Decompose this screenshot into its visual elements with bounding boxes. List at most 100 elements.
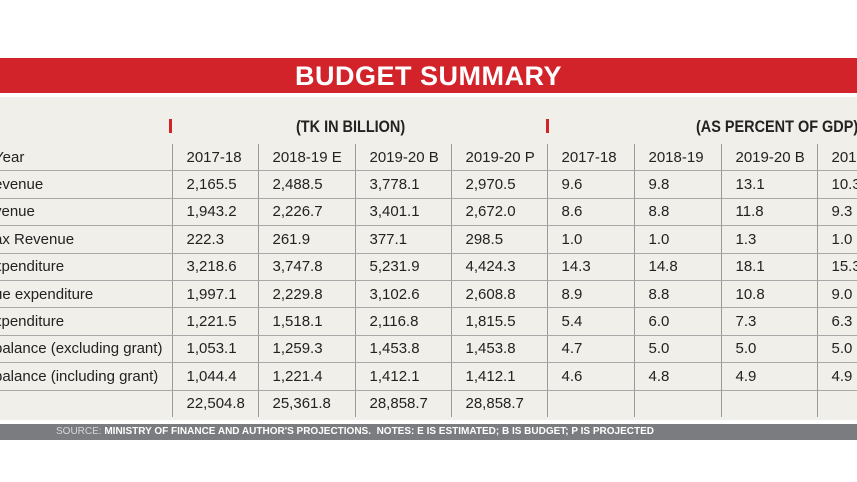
table-row: balance (excluding grant) 1,053.1 1,259.3 1… — [0, 335, 857, 364]
row-label: balance (excluding grant) — [0, 335, 172, 364]
table-cell: 4.7 — [546, 335, 634, 364]
table-cell: 1,412.1 — [450, 362, 547, 391]
row-label: balance (including grant) — [0, 362, 172, 391]
row-label-text: ue expenditure — [0, 285, 94, 303]
table-cell: 28,858.7 — [450, 390, 547, 417]
table-cell: 22,504.8 — [171, 390, 258, 417]
row-label: evenue — [0, 170, 172, 199]
table-cell: 1,221.5 — [171, 307, 258, 336]
table-cell: 14.3 — [546, 253, 634, 281]
row-label — [0, 390, 172, 417]
row-label-text: balance (including grant) — [0, 367, 159, 385]
row-label: venue — [0, 198, 172, 227]
table-cell: 2018-19 — [633, 144, 721, 172]
unit-label-gdp: (AS PERCENT OF GDP) — [696, 117, 857, 136]
table-cell: 1,815.5 — [450, 307, 547, 336]
unit-label-billion: (TK IN BILLION) — [296, 117, 406, 136]
table-cell: 377.1 — [354, 225, 451, 254]
table-cell: 10.8 — [720, 280, 817, 309]
table-cell: 1,412.1 — [354, 362, 451, 391]
table-cell: 3,401.1 — [354, 198, 451, 227]
section-marker — [546, 119, 549, 133]
row-label-text: Year — [0, 148, 25, 166]
table-cell: 1,259.3 — [257, 335, 355, 364]
table-cell: 5.0 — [720, 335, 817, 364]
table-cell: 1,453.8 — [450, 335, 547, 364]
table-cell: 5.0 — [633, 335, 721, 364]
table-cell: 2019-20 P — [450, 144, 547, 172]
table-cell: 1,053.1 — [171, 335, 258, 364]
table-cell: 2,116.8 — [354, 307, 451, 336]
table-cell: 1.0 — [546, 225, 634, 254]
table-cell — [720, 390, 817, 417]
row-label: ue expenditure — [0, 280, 172, 309]
source-text: MINISTRY OF FINANCE AND AUTHOR'S PROJECT… — [104, 426, 371, 437]
table-cell: 261.9 — [257, 225, 355, 254]
table-cell: 11.8 — [720, 198, 817, 227]
table-cell: 222.3 — [171, 225, 258, 254]
table-row: ax Revenue 222.3 261.9 377.1 298.5 1.0 1.0 1.3 1… — [0, 225, 857, 254]
table-cell: 1,221.4 — [257, 362, 355, 391]
row-label-text: evenue — [0, 176, 44, 194]
row-label: xpenditure — [0, 253, 172, 281]
table-cell: 5.0 — [816, 335, 857, 364]
table-cell: 1,044.4 — [171, 362, 258, 391]
table-cell: 18.1 — [720, 253, 817, 281]
table-cell: 1,518.1 — [257, 307, 355, 336]
table-cell: 5,231.9 — [354, 253, 451, 281]
source-label: SOURCE: — [56, 426, 102, 437]
table-cell: 2017-18 — [546, 144, 634, 172]
table-cell: 2017-18 — [171, 144, 258, 172]
table-cell: 1.3 — [720, 225, 817, 254]
table-cell: 25,361.8 — [257, 390, 355, 417]
table-cell: 6.0 — [633, 307, 721, 336]
table-cell: 5.4 — [546, 307, 634, 336]
table-cell: 8.8 — [633, 198, 721, 227]
table-cell: 4.9 — [816, 362, 857, 391]
table-cell: 2,970.5 — [450, 170, 547, 199]
table-cell: 4.9 — [720, 362, 817, 391]
table-cell: 2019-20 B — [354, 144, 451, 172]
row-label: Year — [0, 144, 172, 172]
table-row: 22,504.8 25,361.8 28,858.7 28,858.7 — [0, 390, 857, 417]
table-cell: 9.8 — [633, 170, 721, 199]
table-cell: 8.8 — [633, 280, 721, 309]
table-cell: 2,229.8 — [257, 280, 355, 309]
row-label: xpenditure — [0, 307, 172, 336]
table-cell — [816, 390, 857, 417]
table-cell: 10.3 — [816, 170, 857, 199]
table-row: ue expenditure 1,997.1 2,229.8 3,102.6 2,608… — [0, 280, 857, 309]
table-row: venue 1,943.22,226.73,401.12,672.08.68.81… — [0, 198, 857, 227]
table-cell: 1,943.2 — [171, 198, 258, 227]
table-cell: 3,102.6 — [354, 280, 451, 309]
table-cell: 298.5 — [450, 225, 547, 254]
table-cell: 15.3 — [816, 253, 857, 281]
row-label: ax Revenue — [0, 225, 172, 254]
table-cell: 2019-20 P — [816, 144, 857, 172]
table-row: xpenditure 3,218.6 3,747.8 5,231.9 4,424.3 14… — [0, 253, 857, 281]
table-cell: 2,226.7 — [257, 198, 355, 227]
table-cell: 4,424.3 — [450, 253, 547, 281]
table-cell: 14.8 — [633, 253, 721, 281]
row-label-text: balance (excluding grant) — [0, 340, 163, 358]
table-cell: 6.3 — [816, 307, 857, 336]
table-cell: 3,778.1 — [354, 170, 451, 199]
table-cell: 2019-20 B — [720, 144, 817, 172]
table-cell: 9.3 — [816, 198, 857, 227]
row-label-text: venue — [0, 203, 35, 221]
table-cell: 2018-19 E — [257, 144, 355, 172]
table-cell: 1,997.1 — [171, 280, 258, 309]
row-label-text: ax Revenue — [0, 230, 75, 248]
table-cell — [633, 390, 721, 417]
table-cell: 2,488.5 — [257, 170, 355, 199]
section-marker — [169, 119, 172, 133]
table-panel: (TK IN BILLION) (AS PERCENT OF GDP) Year… — [0, 97, 857, 420]
table-cell: 4.6 — [546, 362, 634, 391]
table-cell: 1,453.8 — [354, 335, 451, 364]
table-cell — [546, 390, 634, 417]
page-title: BUDGET SUMMARY — [295, 61, 562, 91]
table-cell: 2,608.8 — [450, 280, 547, 309]
table-cell: 13.1 — [720, 170, 817, 199]
